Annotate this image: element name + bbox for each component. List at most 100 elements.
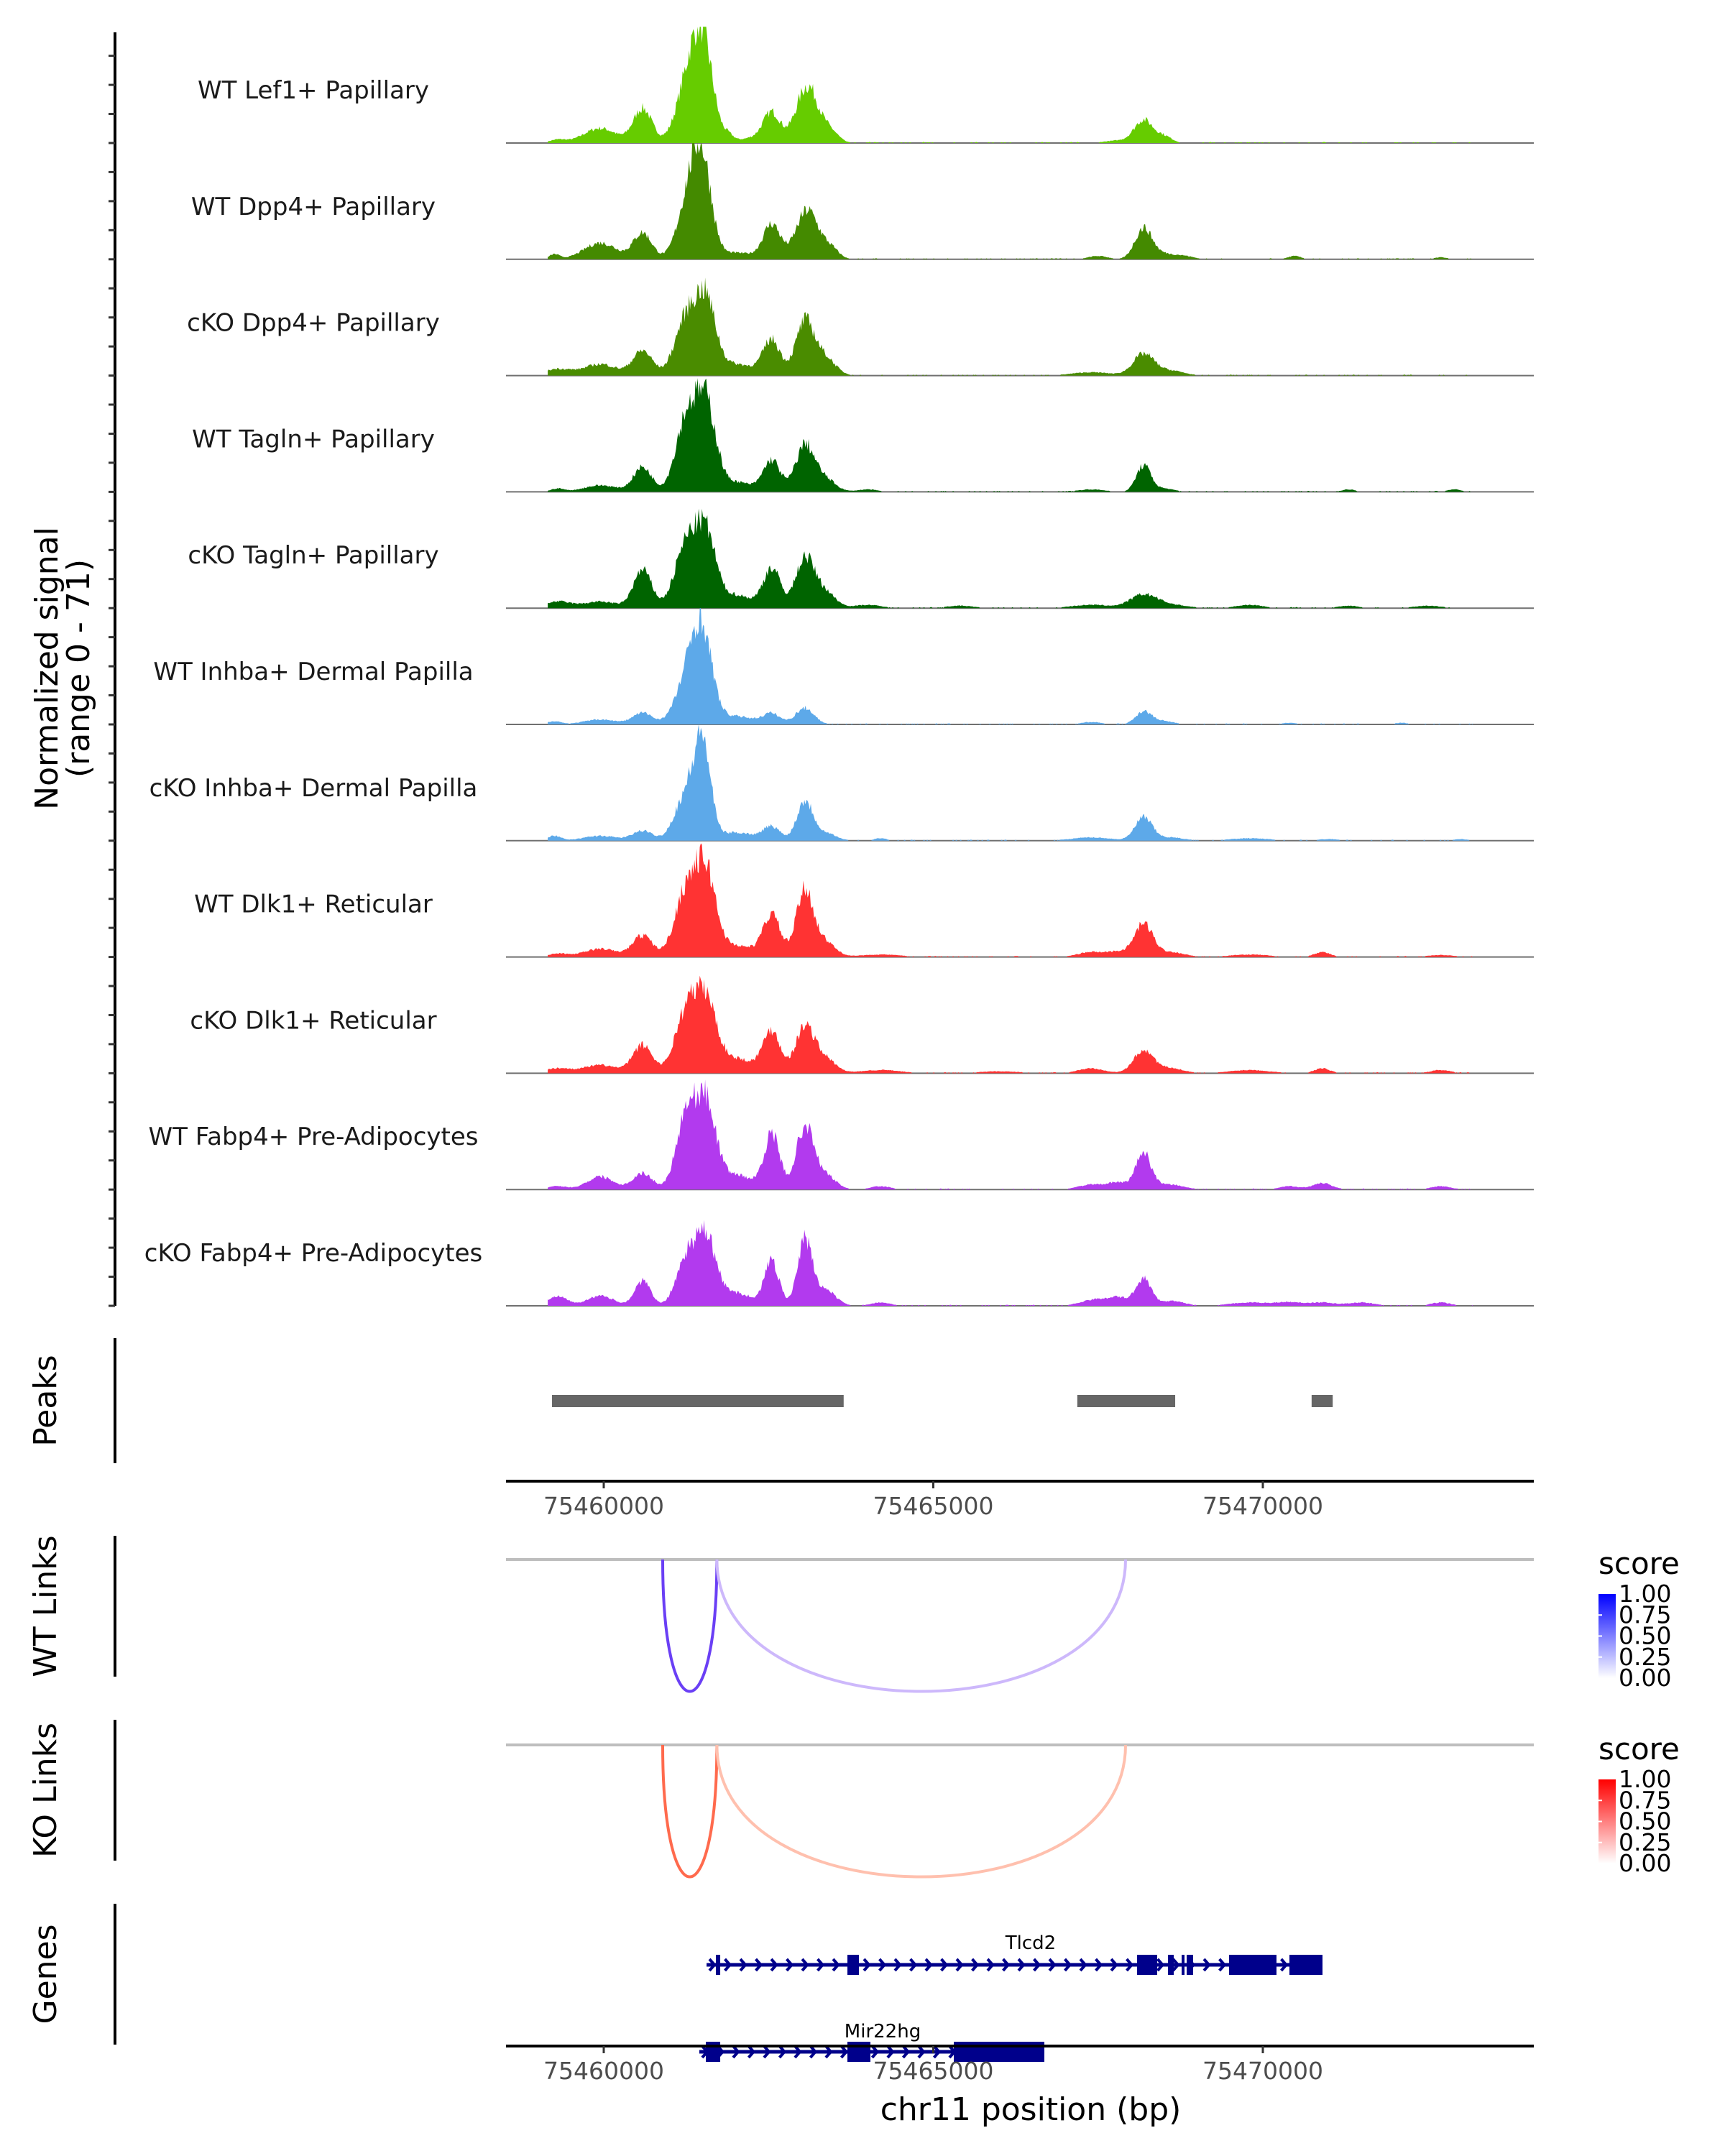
strand-arrow-icon <box>971 1958 980 1972</box>
strand-arrow-icon <box>747 2045 756 2059</box>
strand-arrow-icon <box>770 1958 778 1972</box>
strand-arrow-icon <box>778 2045 787 2059</box>
link-arc <box>715 1559 1127 1693</box>
x-axis-title: chr11 position (bp) <box>880 2091 1182 2128</box>
strand-arrow-icon <box>708 1958 717 1972</box>
coverage-area <box>548 378 1473 492</box>
links-tracks <box>506 1558 1534 1879</box>
strand-arrow-icon <box>1095 1958 1103 1972</box>
coverage-track: cKO Dlk1+ Reticular <box>190 975 1534 1074</box>
strand-arrow-icon <box>955 1958 964 1972</box>
strand-arrow-icon <box>801 1958 809 1972</box>
peak-region <box>1077 1395 1176 1407</box>
legend-tick-label: 0.50 <box>1619 1622 1671 1650</box>
strand-arrow-icon <box>732 2045 740 2059</box>
peak-region <box>552 1395 844 1407</box>
coverage-track-label: cKO Tagln+ Papillary <box>188 541 438 570</box>
strand-arrow-icon <box>901 2045 911 2059</box>
strand-arrow-icon <box>809 2045 818 2059</box>
coverage-area <box>548 143 1473 259</box>
link-arc <box>661 1744 719 1879</box>
strand-arrow-icon <box>886 2045 895 2059</box>
gene-exon <box>1289 1955 1322 1975</box>
x-tick-label: 75470000 <box>1202 1492 1323 1520</box>
links-track <box>506 1558 1534 1693</box>
link-arc <box>715 1744 1127 1879</box>
strand-arrow-icon <box>1126 1958 1134 1972</box>
coverage-track: WT Dlk1+ Reticular <box>194 843 1534 958</box>
coverage-tracks: WT Lef1+ Papillary WT Dpp4+ Papillary cKO … <box>144 27 1534 1307</box>
strand-arrow-icon <box>1110 1958 1118 1972</box>
peaks-track-label: Peaks <box>27 1355 64 1446</box>
coverage-track: WT Tagln+ Papillary <box>192 378 1534 493</box>
x-axis-bottom: 75460000 75465000 75470000 <box>506 2045 1534 2085</box>
gene-exon <box>1168 1955 1174 1975</box>
strand-arrow-icon <box>824 2045 833 2059</box>
coverage-track: cKO Dpp4+ Papillary <box>187 277 1534 377</box>
strand-arrow-icon <box>832 1958 840 1972</box>
coverage-track: WT Fabp4+ Pre-Adipocytes <box>149 1079 1534 1191</box>
legend-tick-label: 1.00 <box>1619 1765 1671 1793</box>
strand-arrow-icon <box>917 2045 926 2059</box>
ko-links-track-label: KO Links <box>27 1723 64 1858</box>
gene-exon <box>1137 1955 1158 1975</box>
strand-arrow-icon <box>724 1958 732 1972</box>
x-tick-label: 75460000 <box>543 1492 664 1520</box>
strand-arrow-icon <box>840 2045 849 2059</box>
x-tick-label: 75460000 <box>543 2057 664 2085</box>
strand-arrow-icon <box>1202 1958 1211 1972</box>
coverage-area <box>548 975 1473 1074</box>
coverage-track-label: WT Fabp4+ Pre-Adipocytes <box>149 1123 479 1151</box>
strand-arrow-icon <box>1172 1958 1180 1972</box>
legend-tick-label: 1.00 <box>1619 1580 1671 1608</box>
coverage-track-label: WT Dlk1+ Reticular <box>194 890 433 919</box>
legend-tick-label: 0.50 <box>1619 1807 1671 1835</box>
coverage-track-label: cKO Inhba+ Dermal Papilla <box>150 774 478 803</box>
gene-exon <box>1228 1955 1276 1975</box>
gene-exon <box>715 1955 721 1975</box>
coverage-track: WT Lef1+ Papillary <box>198 27 1534 144</box>
strand-arrow-icon <box>816 1958 825 1972</box>
coverage-track-label: cKO Dpp4+ Papillary <box>187 309 440 338</box>
coverage-track-label: WT Dpp4+ Papillary <box>191 193 436 221</box>
coverage-track-label: WT Lef1+ Papillary <box>198 76 429 105</box>
coverage-track: cKO Fabp4+ Pre-Adipocytes <box>144 1220 1534 1307</box>
strand-arrow-icon <box>1017 1958 1026 1972</box>
coverage-ylabel-line1: Normalized signal <box>29 527 65 810</box>
strand-arrow-icon <box>909 1958 918 1972</box>
gene-exon <box>847 1955 859 1975</box>
strand-arrow-icon <box>870 2045 880 2059</box>
legend-tick-label: 0.00 <box>1619 1664 1671 1692</box>
coverage-track: cKO Tagln+ Papillary <box>188 508 1534 609</box>
strand-arrow-icon <box>1033 1958 1041 1972</box>
coverage-track-label: cKO Fabp4+ Pre-Adipocytes <box>144 1239 483 1268</box>
x-axis-top: 75460000 75465000 75470000 <box>506 1480 1534 1520</box>
peaks-track <box>552 1395 1333 1407</box>
coverage-ylabel-line2: (range 0 - 71) <box>60 559 97 778</box>
gene: Mir22hg <box>699 2021 1045 2062</box>
strand-arrow-icon <box>1280 1958 1289 1972</box>
strand-arrow-icon <box>1218 1958 1227 1972</box>
legend-tick-label: 0.75 <box>1619 1786 1671 1814</box>
link-arc <box>661 1559 719 1693</box>
x-tick-label: 75465000 <box>873 2057 994 2085</box>
legend-title: score <box>1598 1731 1680 1766</box>
coverage-track: WT Dpp4+ Papillary <box>191 143 1534 260</box>
coverage-area <box>548 27 1473 144</box>
coverage-area <box>548 724 1473 841</box>
legend-tick-label: 0.75 <box>1619 1600 1671 1628</box>
legend-tick-label: 0.00 <box>1619 1849 1671 1877</box>
legend-tick-label: 0.25 <box>1619 1828 1671 1856</box>
links-track <box>506 1743 1534 1879</box>
strand-arrow-icon <box>1002 1958 1011 1972</box>
coverage-area <box>548 608 1473 724</box>
gene-exon <box>1186 1955 1193 1975</box>
coverage-track-label: WT Inhba+ Dermal Papilla <box>153 658 473 686</box>
strand-arrow-icon <box>1048 1958 1057 1972</box>
strand-arrow-icon <box>1156 1958 1165 1972</box>
coverage-area <box>548 508 1473 609</box>
gene-label: Tlcd2 <box>1005 1932 1056 1954</box>
coverage-area <box>548 843 1473 957</box>
